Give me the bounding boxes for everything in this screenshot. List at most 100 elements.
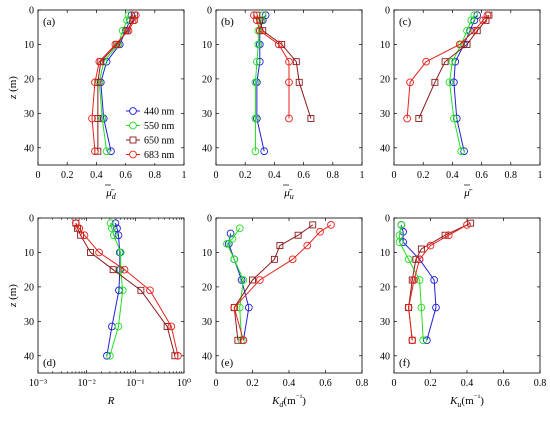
x-tick-label: 0 [214, 378, 219, 389]
legend-label: 683 nm [144, 150, 175, 161]
data-point [255, 26, 264, 35]
data-point [234, 336, 242, 344]
x-tick-label: 0.8 [356, 378, 369, 389]
x-tick-label: 0.2 [239, 170, 252, 181]
y-tick-label: 0 [385, 214, 390, 225]
y-tick-label: 10 [24, 248, 34, 259]
data-point [107, 147, 115, 156]
series-line [75, 223, 176, 356]
x-axis-label: Ku(m⁻¹) [449, 393, 484, 409]
data-point [431, 78, 439, 86]
data-point [270, 255, 278, 263]
data-point [255, 276, 264, 284]
data-point [116, 248, 125, 257]
series-683-nm [230, 221, 335, 345]
data-point [146, 286, 154, 295]
series-line [97, 15, 135, 152]
data-point [327, 221, 335, 229]
data-point [88, 114, 96, 123]
panel-e: 0 0.2 0.4 0.6 0.8 0 10 20 30 40 (e) Kd(m⁻¹) [202, 214, 368, 410]
data-point [245, 303, 253, 312]
legend-label: 550 nm [144, 121, 175, 132]
data-point [448, 57, 457, 66]
data-point [395, 238, 404, 246]
panel-label: (b) [221, 16, 234, 28]
data-point [118, 286, 127, 295]
data-point [422, 57, 430, 66]
data-point [95, 57, 104, 66]
data-point [276, 242, 284, 250]
panel-label: (e) [221, 357, 234, 369]
x-tick-label: 0.2 [61, 170, 74, 181]
data-point [419, 336, 428, 345]
y-tick-label: 10 [202, 40, 212, 51]
data-point [174, 351, 182, 360]
y-tick-label: 10 [24, 40, 34, 51]
data-point [316, 227, 324, 236]
data-point [404, 303, 413, 312]
x-tick-label: 1 [538, 170, 543, 181]
plot-frame [393, 217, 541, 374]
data-point [483, 11, 492, 20]
data-point [106, 351, 114, 360]
data-point [108, 224, 116, 233]
x-tick-label: 0.6 [119, 170, 132, 181]
data-point [397, 221, 406, 229]
y-tick-label: 0 [385, 6, 390, 17]
data-point [412, 255, 420, 263]
y-tick-label: 30 [380, 317, 390, 328]
y-tick-label: 20 [24, 282, 34, 293]
data-point [251, 78, 260, 87]
y-tick-label: 0 [29, 6, 34, 17]
data-point [235, 224, 244, 233]
data-point [260, 147, 269, 156]
data-point [228, 234, 237, 243]
data-point [114, 322, 123, 331]
x-tick-label: 0.4 [446, 170, 459, 181]
series-683-nm [403, 11, 492, 123]
series-683-nm [404, 221, 471, 345]
data-point [444, 231, 453, 240]
series-650-nm [253, 11, 315, 122]
data-point [292, 58, 300, 66]
y-tick-label: 10 [380, 40, 390, 51]
data-point [410, 276, 418, 284]
data-point [124, 11, 133, 20]
data-point [404, 255, 413, 264]
y-tick-label: 40 [380, 351, 390, 362]
data-point [274, 40, 283, 49]
data-point [109, 266, 117, 274]
data-point [239, 336, 248, 345]
data-point [423, 336, 431, 345]
plot-frame [393, 9, 541, 166]
data-point [309, 221, 317, 229]
series-440-nm [397, 221, 440, 345]
legend: 440 nm 550 nm 650 nm 683 nm [122, 103, 180, 163]
x-tick-label: 0.4 [268, 170, 281, 181]
data-point [441, 58, 449, 66]
y-tick-label: 20 [380, 74, 390, 85]
plot-frame [37, 9, 185, 166]
series-550-nm [106, 219, 127, 360]
data-point [223, 239, 231, 248]
x-axis-label: μ̄ [463, 187, 473, 199]
series-line [253, 14, 290, 119]
series-650-nm [415, 11, 493, 122]
data-point [80, 231, 89, 240]
series-line [418, 14, 490, 119]
data-point [294, 231, 302, 239]
y-tick-label: 10 [380, 248, 390, 259]
data-point [445, 78, 454, 87]
data-point [403, 114, 411, 123]
data-point [457, 147, 466, 156]
data-point [77, 231, 85, 239]
data-point [430, 276, 439, 284]
data-point [111, 219, 120, 228]
data-point [94, 115, 102, 122]
data-point [463, 26, 471, 35]
data-point [123, 16, 131, 25]
y-tick-label: 40 [202, 143, 212, 154]
data-point [230, 303, 239, 312]
y-axis-label: z (m) [7, 76, 19, 100]
